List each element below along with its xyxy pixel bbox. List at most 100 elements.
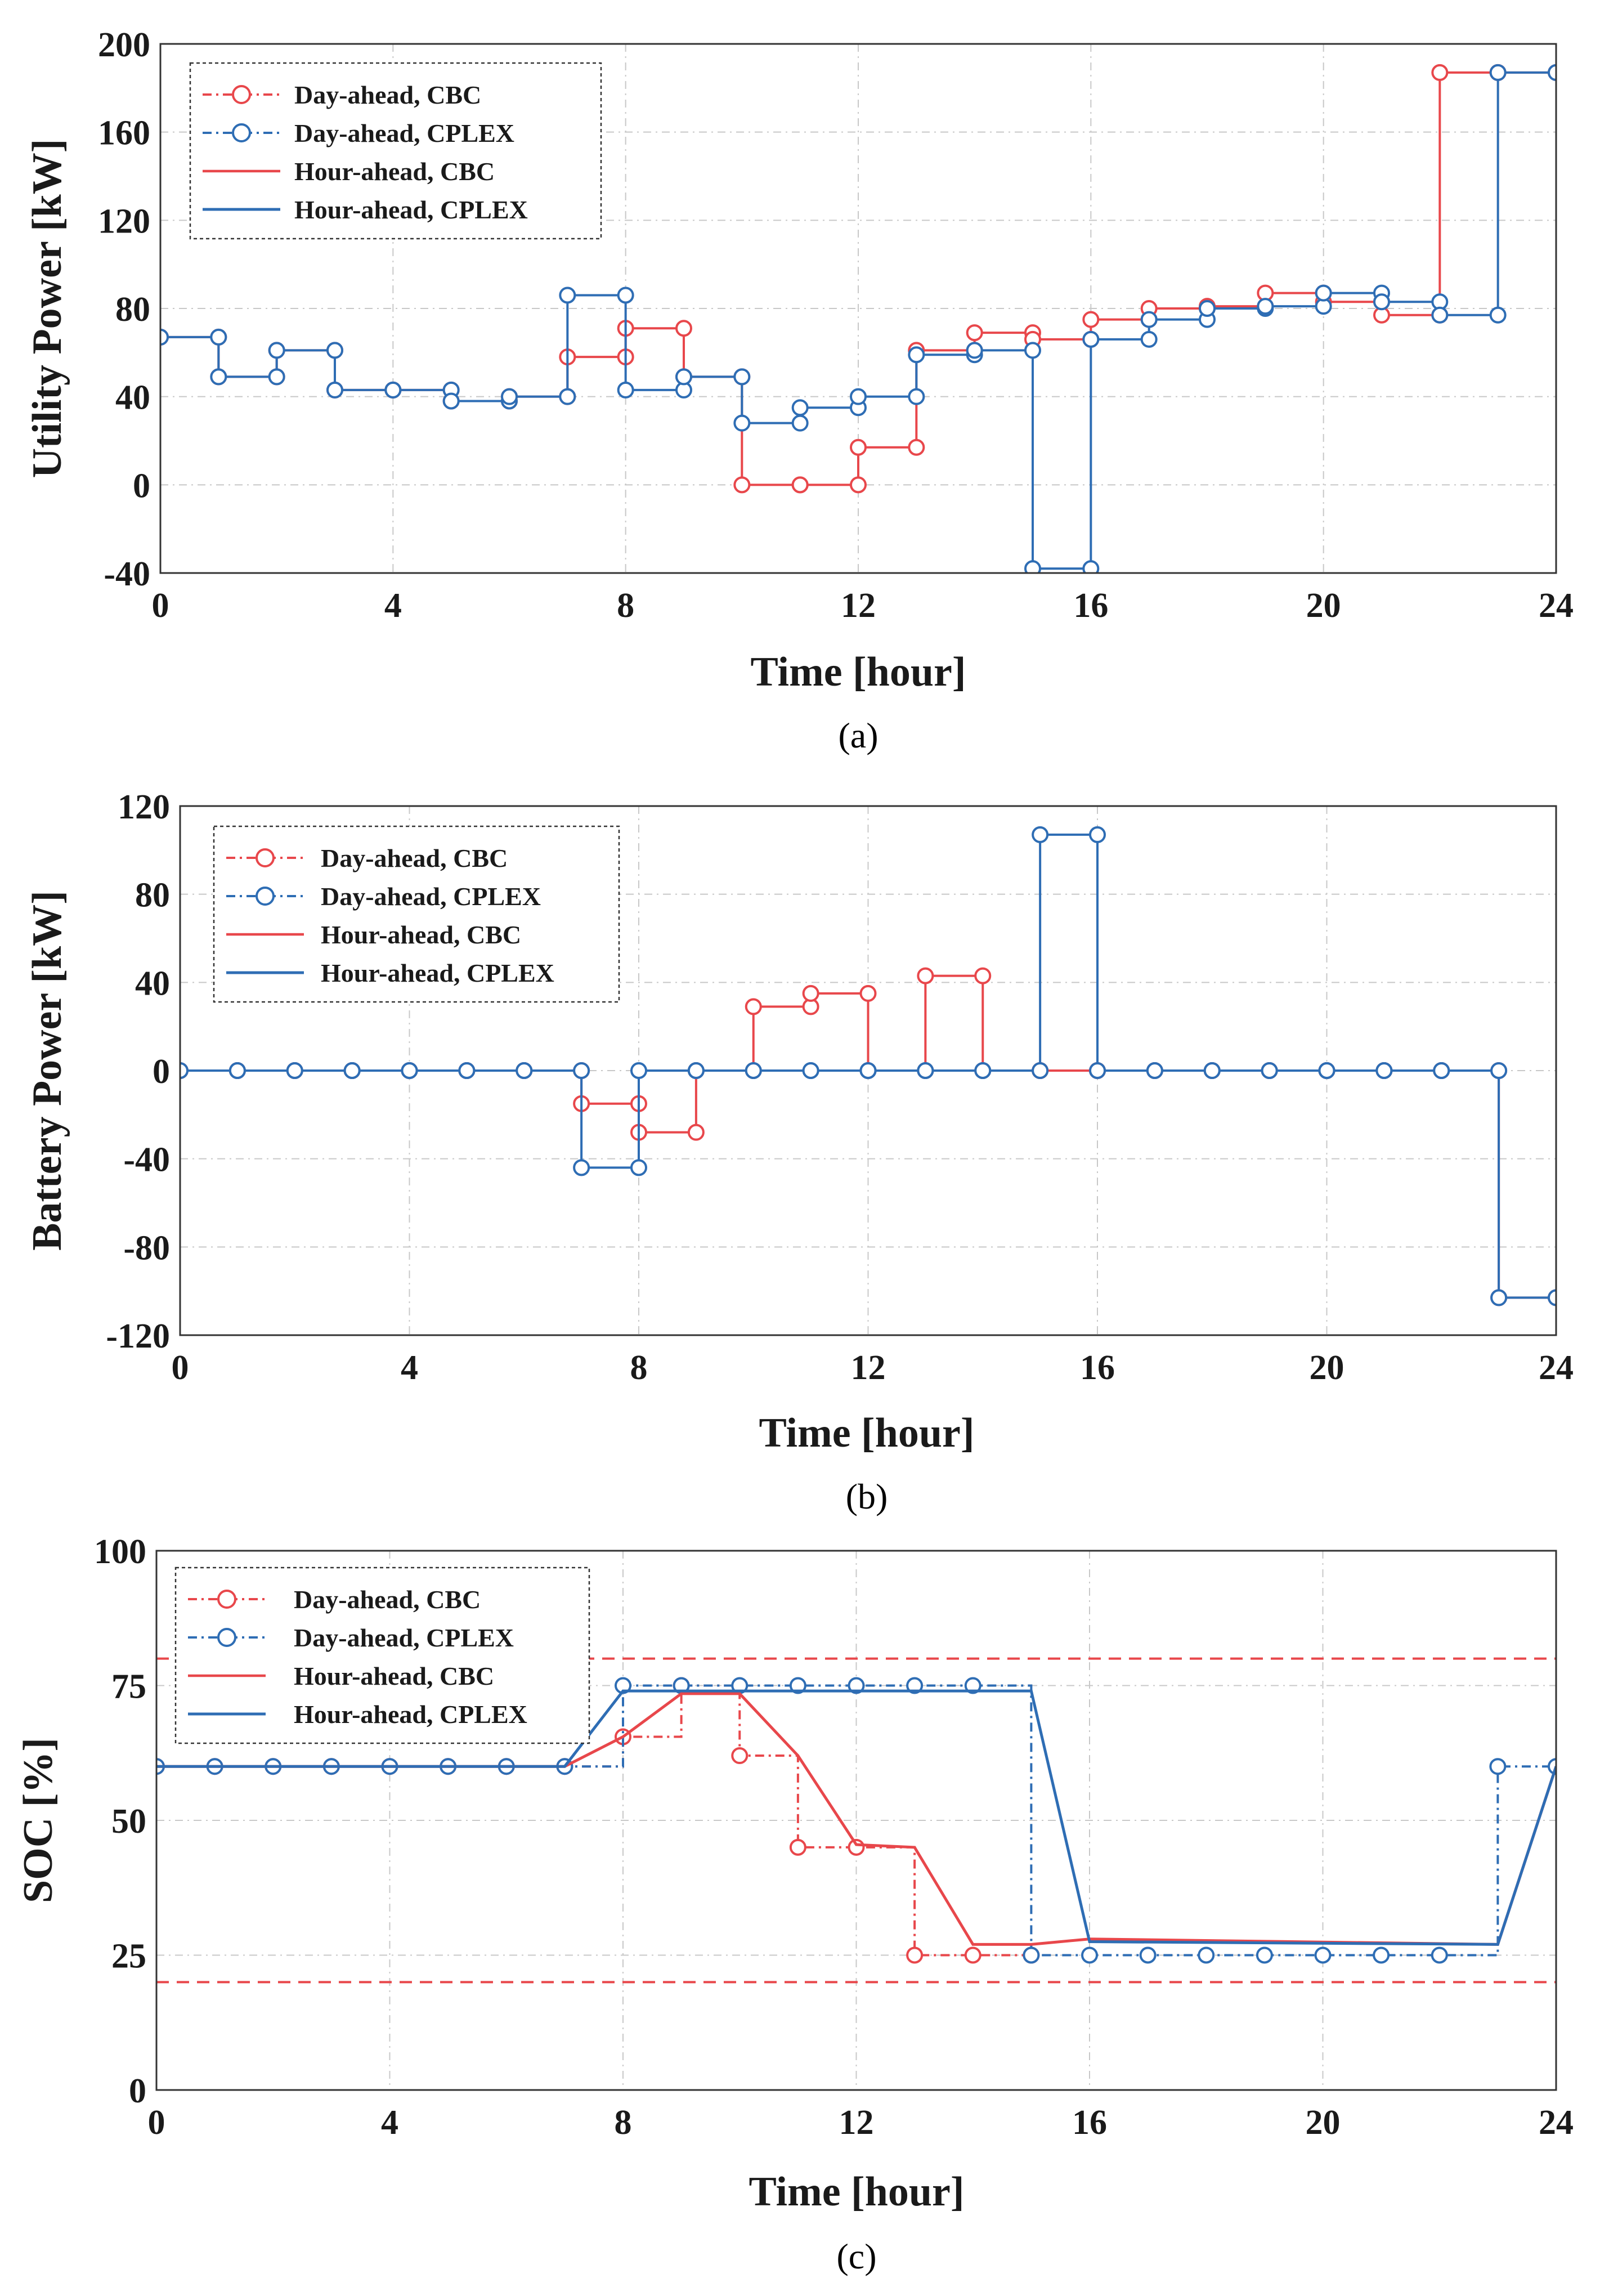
data-point — [791, 476, 809, 494]
data-point — [1023, 1946, 1040, 1964]
legend-marker-c-0 — [217, 1590, 236, 1609]
plot-frame-b — [179, 805, 1557, 1336]
series-line-hour-ahead-cplex — [156, 1689, 1556, 1946]
data-point — [848, 1677, 865, 1694]
data-point — [1089, 1062, 1106, 1079]
data-point — [617, 287, 634, 304]
x-tick-label: 0 — [148, 2103, 165, 2142]
data-point — [1203, 1062, 1221, 1079]
x-tick-label: 24 — [1539, 587, 1574, 625]
data-point — [1433, 1062, 1450, 1079]
data-point — [1431, 306, 1449, 324]
data-point — [802, 1062, 819, 1079]
data-point — [974, 967, 992, 984]
data-point — [1375, 1062, 1393, 1079]
data-point — [917, 1062, 934, 1079]
legend-entry-day-ahead-cbc: Day-ahead, CBC — [226, 844, 508, 872]
y-ticks-c: 0 25 50 75 100 — [94, 1533, 146, 2110]
data-point — [675, 320, 692, 337]
series-hour-ahead-cplex — [156, 1689, 1556, 1946]
data-point — [1257, 298, 1274, 315]
data-point — [1024, 342, 1041, 359]
data-point — [1082, 560, 1100, 573]
data-point — [1490, 1062, 1508, 1079]
data-point — [1548, 64, 1556, 81]
data-point — [1032, 826, 1049, 843]
data-point — [1081, 1946, 1098, 1964]
y-tick-label: 50 — [111, 1802, 146, 1841]
legend-c: Day-ahead, CBC Day-ahead, CPLEX Hour-ahe… — [174, 1567, 590, 1744]
legend-label: Day-ahead, CBC — [294, 80, 481, 109]
x-ticks-a: 0 4 8 12 16 20 24 — [152, 587, 1574, 625]
data-point — [228, 1062, 246, 1079]
legend-marker-a-0 — [232, 85, 251, 104]
data-point — [1490, 1289, 1508, 1306]
caption-b: (b) — [846, 1476, 888, 1516]
legend-entry-hour-ahead-cplex: Hour-ahead, CPLEX — [203, 195, 528, 224]
series-a — [160, 64, 1556, 573]
data-point — [859, 1062, 877, 1079]
legend-label: Day-ahead, CBC — [294, 1585, 481, 1614]
series-line-hour-ahead-cplex — [180, 833, 1556, 1299]
y-ticks-a: -40 0 40 80 120 160 200 — [98, 26, 150, 593]
data-point — [573, 1062, 590, 1079]
legend-marker-b-0 — [256, 848, 275, 867]
legend-label: Hour-ahead, CPLEX — [294, 195, 528, 224]
data-point — [850, 438, 867, 456]
data-point — [384, 381, 402, 399]
data-point — [1082, 330, 1100, 348]
data-point — [617, 381, 634, 399]
legend-entry-day-ahead-cplex: Day-ahead, CPLEX — [188, 1623, 514, 1652]
data-point — [210, 328, 227, 346]
data-point — [908, 388, 925, 405]
data-point — [1261, 1062, 1278, 1079]
data-point — [731, 1747, 749, 1765]
x-tick-label: 8 — [630, 1349, 648, 1387]
data-point — [1315, 284, 1332, 302]
y-axis-label-a: Utility Power [kW] — [24, 139, 70, 478]
y-tick-label: 40 — [135, 964, 170, 1002]
legend-label: Hour-ahead, CBC — [294, 1662, 494, 1690]
y-tick-label: 0 — [133, 467, 150, 505]
x-tick-label: 20 — [1306, 587, 1341, 625]
data-point — [859, 984, 877, 1002]
x-tick-label: 8 — [617, 587, 634, 625]
y-ticks-b: -120 -80 -40 0 40 80 120 — [106, 788, 170, 1355]
data-point — [1140, 311, 1158, 328]
data-point — [1373, 293, 1390, 311]
legend-marker-a-1 — [232, 123, 251, 142]
data-point — [1089, 826, 1106, 843]
data-point — [1314, 1946, 1332, 1964]
data-point — [1198, 1946, 1215, 1964]
data-point — [789, 1677, 806, 1694]
y-tick-label: 0 — [129, 2072, 146, 2110]
x-tick-label: 16 — [1080, 1349, 1115, 1387]
y-tick-label: 25 — [111, 1937, 146, 1976]
data-point — [906, 1677, 924, 1694]
legend-entry-hour-ahead-cplex: Hour-ahead, CPLEX — [188, 1700, 527, 1729]
data-point — [733, 476, 751, 494]
data-point — [966, 342, 983, 359]
y-tick-label: 75 — [111, 1668, 146, 1706]
y-tick-label: 200 — [98, 26, 150, 64]
x-tick-label: 8 — [615, 2103, 632, 2142]
chart-panel-b: -120 -80 -40 0 40 80 120 0 4 8 12 16 20 24 Battery P… — [24, 788, 1574, 1516]
data-point — [1489, 64, 1507, 81]
series-hour-ahead-cplex — [160, 64, 1556, 573]
legend-entry-hour-ahead-cbc: Hour-ahead, CBC — [226, 920, 521, 949]
data-point — [501, 388, 518, 405]
data-point — [343, 1062, 361, 1079]
legend-entry-hour-ahead-cplex: Hour-ahead, CPLEX — [226, 959, 554, 987]
data-point — [1140, 330, 1158, 348]
legend-label: Day-ahead, CBC — [321, 844, 508, 872]
legend-label: Hour-ahead, CBC — [321, 920, 521, 949]
data-point — [850, 476, 867, 494]
data-point — [789, 1838, 806, 1856]
legend-entry-day-ahead-cplex: Day-ahead, CPLEX — [226, 882, 541, 911]
data-point — [1489, 306, 1507, 324]
y-tick-label: -40 — [123, 1141, 170, 1179]
legend-entry-hour-ahead-cbc: Hour-ahead, CBC — [203, 157, 495, 186]
data-point — [1032, 1062, 1049, 1079]
legend-b: Day-ahead, CBC Day-ahead, CPLEX Hour-ahe… — [213, 825, 620, 1003]
